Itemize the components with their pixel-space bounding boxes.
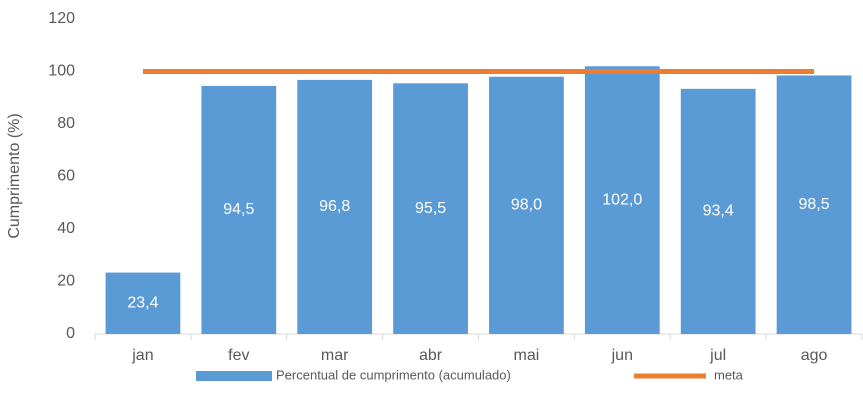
y-tick-label: 40 xyxy=(57,220,75,237)
x-tick-label: ago xyxy=(801,347,828,364)
bar xyxy=(680,88,756,334)
data-label: 96,8 xyxy=(319,198,350,215)
y-tick-label: 60 xyxy=(57,168,75,185)
data-label: 98,0 xyxy=(511,197,542,214)
bar xyxy=(297,79,373,335)
y-tick-label: 80 xyxy=(57,115,75,132)
bar xyxy=(776,75,852,334)
legend-swatch xyxy=(196,371,272,381)
data-label: 94,5 xyxy=(223,201,254,218)
y-tick-label: 20 xyxy=(57,273,75,290)
x-tick-label: jan xyxy=(131,347,153,364)
data-label: 23,4 xyxy=(127,295,158,312)
data-label: 93,4 xyxy=(703,203,734,220)
y-tick-label: 120 xyxy=(48,10,75,27)
data-label: 98,5 xyxy=(798,196,829,213)
x-tick-label: mai xyxy=(514,347,540,364)
y-tick-label: 100 xyxy=(48,63,75,80)
x-tick-label: jul xyxy=(709,347,726,364)
y-tick-label: 0 xyxy=(66,325,75,342)
bar xyxy=(201,85,277,334)
y-axis-label: Cumprimento (%) xyxy=(6,113,23,238)
x-tick-label: fev xyxy=(228,347,249,364)
x-tick-label: jun xyxy=(611,347,633,364)
bar xyxy=(105,272,181,334)
x-tick-label: abr xyxy=(419,347,443,364)
x-tick-label: mar xyxy=(321,347,349,364)
legend-label: Percentual de cumprimento (acumulado) xyxy=(276,367,511,382)
data-label: 102,0 xyxy=(602,191,642,208)
bar xyxy=(393,83,468,334)
legend-label: meta xyxy=(714,367,744,382)
bar xyxy=(584,66,660,334)
bar xyxy=(489,76,564,334)
data-label: 95,5 xyxy=(415,200,446,217)
